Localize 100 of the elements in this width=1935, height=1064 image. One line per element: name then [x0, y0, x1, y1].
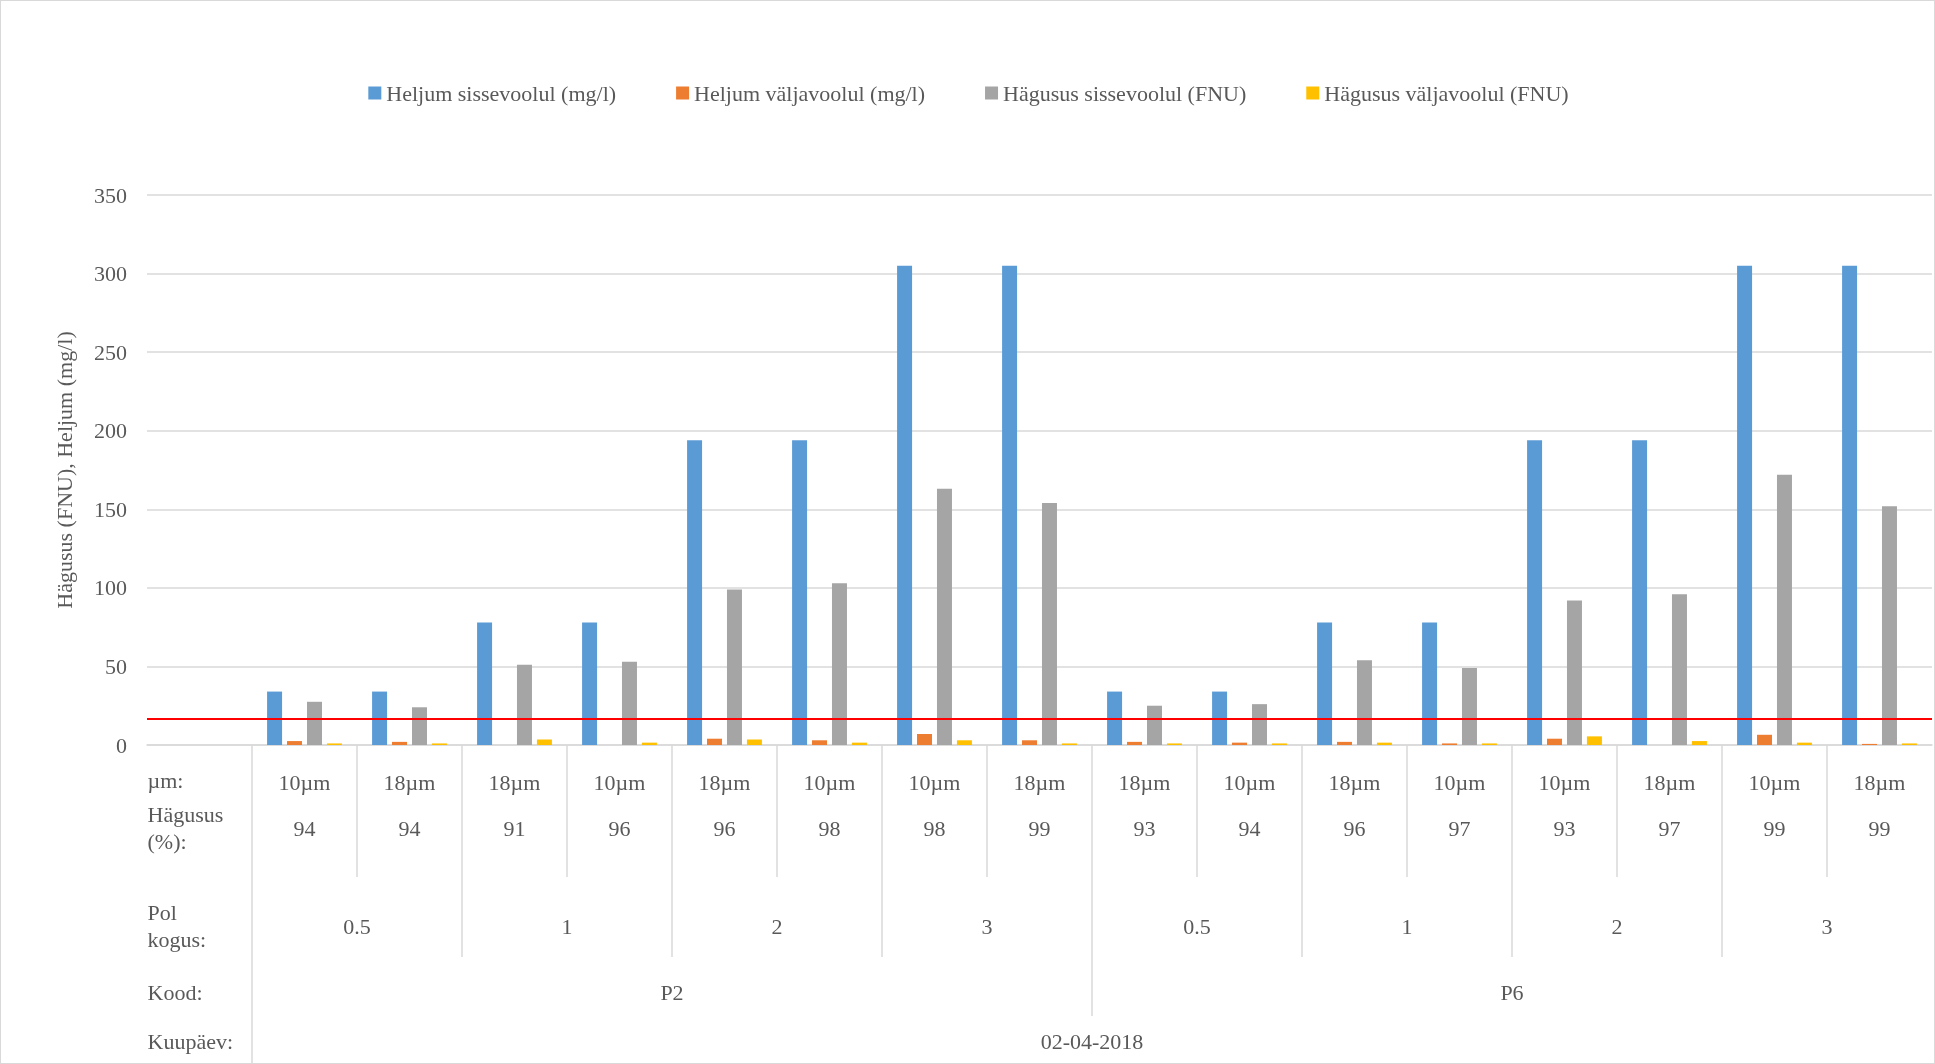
- text: 99: [1868, 815, 1891, 841]
- bar: [897, 265, 913, 745]
- y-tick-label: 300: [94, 261, 127, 287]
- x-tick-label: 18µm: [1643, 769, 1696, 795]
- y-tick-label: 200: [94, 418, 127, 444]
- y-tick-label: 100: [94, 575, 127, 601]
- bar: [372, 691, 388, 745]
- y-tick-label: 50: [105, 653, 127, 679]
- text: 97: [1658, 815, 1681, 841]
- x-tick-label: 18µm: [698, 769, 751, 795]
- bar: [1461, 668, 1477, 745]
- text: Pol kogus:: [147, 900, 207, 952]
- bar: [1127, 741, 1143, 745]
- text: 98: [818, 815, 841, 841]
- text: 94: [293, 815, 316, 841]
- text: Kuupäev:: [147, 1028, 234, 1054]
- x-tick-label: 10µm: [593, 769, 646, 795]
- bar: [1586, 736, 1602, 745]
- bar: [1527, 440, 1543, 745]
- y-tick-label: 250: [94, 339, 127, 365]
- x-tick-label: 18µm: [1013, 769, 1066, 795]
- text: 96: [713, 815, 736, 841]
- text: 96: [608, 815, 631, 841]
- bar: [536, 739, 552, 745]
- bar: [792, 440, 808, 745]
- bar: [287, 741, 303, 745]
- y-tick-label: 150: [94, 496, 127, 522]
- legend-label: Heljum sissevoolul (mg/l): [386, 80, 617, 106]
- x-tick-label: 10µm: [1223, 769, 1276, 795]
- bar: [1842, 265, 1858, 745]
- y-axis-title: Hägusus (FNU), Heljum (mg/l): [51, 331, 77, 609]
- x-tick-label: 18µm: [1853, 769, 1906, 795]
- legend-label: Heljum väljavoolul (mg/l): [694, 80, 926, 106]
- text: 99: [1028, 815, 1051, 841]
- bar: [1107, 691, 1123, 745]
- text: Hägusus (%):: [147, 802, 224, 854]
- x-tick-label: 10µm: [908, 769, 961, 795]
- bar: [306, 701, 322, 745]
- bar: [707, 738, 723, 745]
- bar: [1691, 741, 1707, 745]
- legend-label: Hägusus väljavoolul (FNU): [1324, 80, 1569, 106]
- text: P6: [1500, 979, 1524, 1005]
- bar: [1632, 440, 1648, 745]
- x-tick-label: 10µm: [1433, 769, 1486, 795]
- x-tick-label: 10µm: [1748, 769, 1801, 795]
- bar: [392, 741, 408, 745]
- bar: [726, 589, 742, 745]
- text: 1: [1401, 913, 1413, 939]
- text: 02-04-2018: [1040, 1028, 1144, 1054]
- x-tick-label: 10µm: [1538, 769, 1591, 795]
- bar: [956, 740, 972, 745]
- text: 3: [1821, 913, 1833, 939]
- bar: [812, 740, 828, 745]
- bar: [1022, 740, 1038, 745]
- text: µm:: [147, 767, 184, 793]
- bar: [1146, 705, 1162, 745]
- bar: [516, 664, 532, 745]
- y-tick-label: 0: [116, 732, 127, 758]
- text: 93: [1553, 815, 1576, 841]
- text: 2: [1611, 913, 1623, 939]
- bar: [1041, 503, 1057, 745]
- x-tick-label: 18µm: [1118, 769, 1171, 795]
- bar: [1881, 506, 1897, 745]
- bar: [1251, 704, 1267, 745]
- text: 91: [503, 815, 526, 841]
- x-tick-label: 18µm: [1328, 769, 1381, 795]
- y-tick-label: 350: [94, 182, 127, 208]
- text: 98: [923, 815, 946, 841]
- text: 3: [981, 913, 993, 939]
- bar: [477, 622, 493, 745]
- bar: [267, 691, 283, 745]
- x-tick-label: 10µm: [278, 769, 331, 795]
- bar: [1566, 600, 1582, 745]
- bar: [1737, 265, 1753, 745]
- x-tick-label: 18µm: [488, 769, 541, 795]
- x-tick-label: 18µm: [383, 769, 436, 795]
- bar: [621, 661, 637, 745]
- text: 0.5: [1183, 913, 1211, 939]
- bar: [582, 622, 598, 745]
- bar: [1317, 622, 1333, 745]
- text: 97: [1448, 815, 1471, 841]
- bar: [1671, 594, 1687, 745]
- text: 96: [1343, 815, 1366, 841]
- bar: [746, 739, 762, 745]
- text: 94: [1238, 815, 1261, 841]
- bar: [1757, 734, 1773, 745]
- text: 1: [561, 913, 573, 939]
- text: P2: [660, 979, 684, 1005]
- bar: [1422, 622, 1438, 745]
- bar: [1212, 691, 1228, 745]
- bar: [1337, 741, 1353, 745]
- text: Kood:: [147, 979, 203, 1005]
- bar: [936, 488, 952, 745]
- text: 2: [771, 913, 783, 939]
- bar: [1547, 738, 1563, 745]
- bar: [1002, 265, 1018, 745]
- bar: [687, 440, 703, 745]
- bar: [831, 583, 847, 745]
- bar: [411, 707, 427, 745]
- text: 99: [1763, 815, 1786, 841]
